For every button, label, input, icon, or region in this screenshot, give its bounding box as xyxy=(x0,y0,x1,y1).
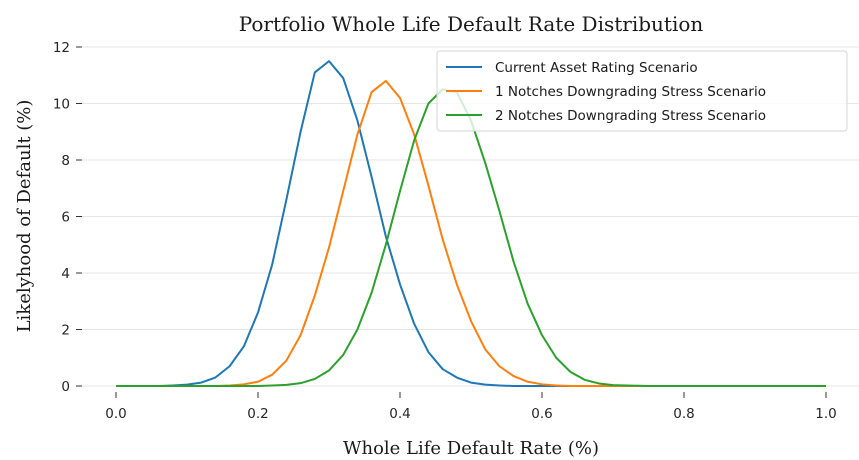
y-tick-label: 12 xyxy=(53,40,70,56)
legend-label-3: 2 Notches Downgrading Stress Scenario xyxy=(495,108,766,124)
y-tick-label: 10 xyxy=(53,97,70,113)
legend-label-2: 1 Notches Downgrading Stress Scenario xyxy=(495,84,766,100)
series-line-3 xyxy=(116,88,826,387)
y-tick-label: 6 xyxy=(61,210,70,226)
x-tick-label: 0.2 xyxy=(247,406,268,422)
series-lines xyxy=(116,60,826,387)
chart-title: Portfolio Whole Life Default Rate Distri… xyxy=(239,12,704,36)
y-tick-label: 4 xyxy=(61,266,70,282)
legend-label-1: Current Asset Rating Scenario xyxy=(495,60,698,76)
y-tick-label: 0 xyxy=(61,379,70,395)
x-tick-label: 0.4 xyxy=(389,406,410,422)
x-tick-label: 0.8 xyxy=(673,406,694,422)
y-axis-label: Likelyhood of Default (%) xyxy=(14,100,35,333)
x-tick-label: 0.0 xyxy=(105,406,126,422)
legend-box xyxy=(436,50,848,132)
y-tick-label: 2 xyxy=(61,323,70,339)
legend: Current Asset Rating Scenario 1 Notches D… xyxy=(436,50,848,132)
x-tick-label: 1.0 xyxy=(815,406,836,422)
x-axis-label: Whole Life Default Rate (%) xyxy=(343,438,599,459)
y-tick-label: 8 xyxy=(61,153,70,169)
axis-ticks: 0 2 4 6 8 10 12 0.0 0.2 0.4 0.6 0.8 1.0 xyxy=(53,40,837,422)
x-tick-label: 0.6 xyxy=(531,406,552,422)
